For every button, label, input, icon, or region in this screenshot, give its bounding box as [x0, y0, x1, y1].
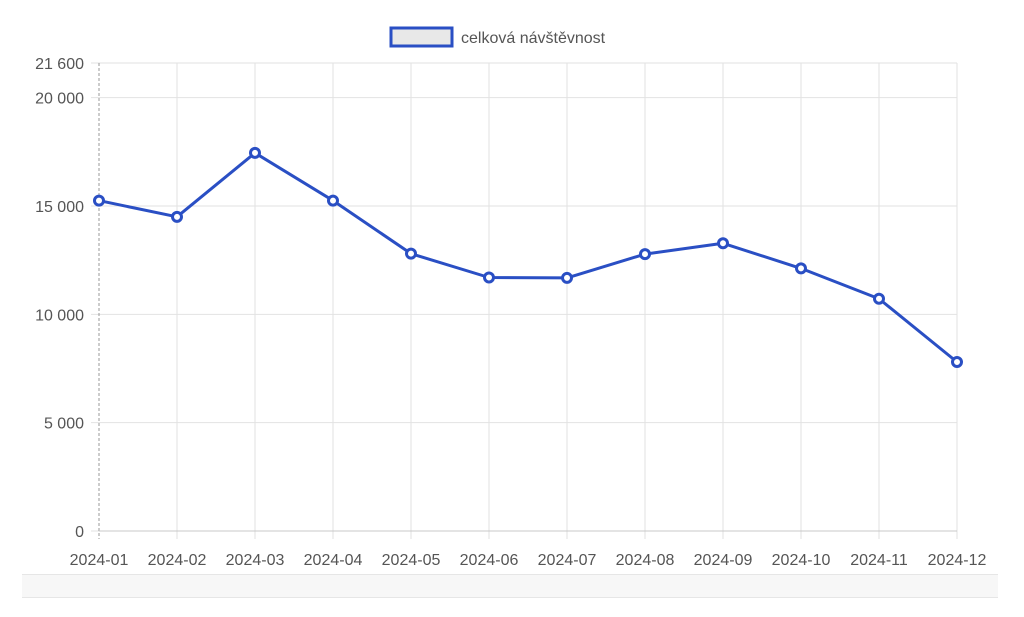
data-point[interactable]	[639, 248, 651, 261]
y-tick-label: 20 000	[35, 91, 84, 108]
series-line	[97, 151, 959, 364]
data-point[interactable]	[717, 237, 729, 250]
x-tick-label: 2024-02	[148, 552, 207, 569]
x-axis-tick-labels: 2024-01 2024-02 2024-03 2024-04 2024-05 2024-…	[70, 552, 987, 569]
data-point[interactable]	[951, 356, 963, 368]
x-tick-label: 2024-03	[226, 552, 285, 569]
x-tick-label: 2024-06	[460, 552, 519, 569]
x-tick-label: 2024-04	[304, 552, 363, 569]
x-tick-label: 2024-05	[382, 552, 441, 569]
x-tick-label: 2024-11	[850, 552, 908, 569]
data-point[interactable]	[483, 271, 495, 284]
y-tick-label: 5 000	[44, 416, 84, 433]
legend-label[interactable]: celková návštěvnost	[461, 30, 606, 47]
data-point[interactable]	[405, 247, 417, 260]
grid-lines	[91, 62, 958, 539]
data-point[interactable]	[327, 194, 339, 207]
x-tick-label: 2024-08	[616, 552, 675, 569]
y-tick-label: 21 600	[35, 56, 84, 73]
y-tick-label: 0	[75, 524, 84, 541]
x-tick-label: 2024-10	[772, 552, 831, 569]
data-point[interactable]	[873, 292, 885, 305]
data-point[interactable]	[171, 210, 183, 223]
data-point[interactable]	[93, 194, 105, 207]
legend[interactable]: celková návštěvnost	[389, 26, 606, 48]
series-layer	[93, 146, 963, 368]
data-point[interactable]	[561, 271, 573, 284]
x-tick-label: 2024-07	[538, 552, 597, 569]
x-tick-label: 2024-01	[70, 552, 129, 569]
y-tick-label: 10 000	[35, 307, 84, 324]
data-point[interactable]	[795, 262, 807, 275]
data-point[interactable]	[249, 146, 261, 159]
legend-swatch[interactable]	[389, 26, 454, 48]
chart-footer-bar	[22, 574, 998, 598]
y-tick-label: 15 000	[35, 199, 84, 216]
y-axis-tick-labels: 0 5 000 10 000 15 000 20 000 21 600	[35, 56, 84, 541]
axes	[98, 63, 957, 539]
x-tick-label: 2024-12	[928, 552, 987, 569]
x-tick-label: 2024-09	[694, 552, 753, 569]
